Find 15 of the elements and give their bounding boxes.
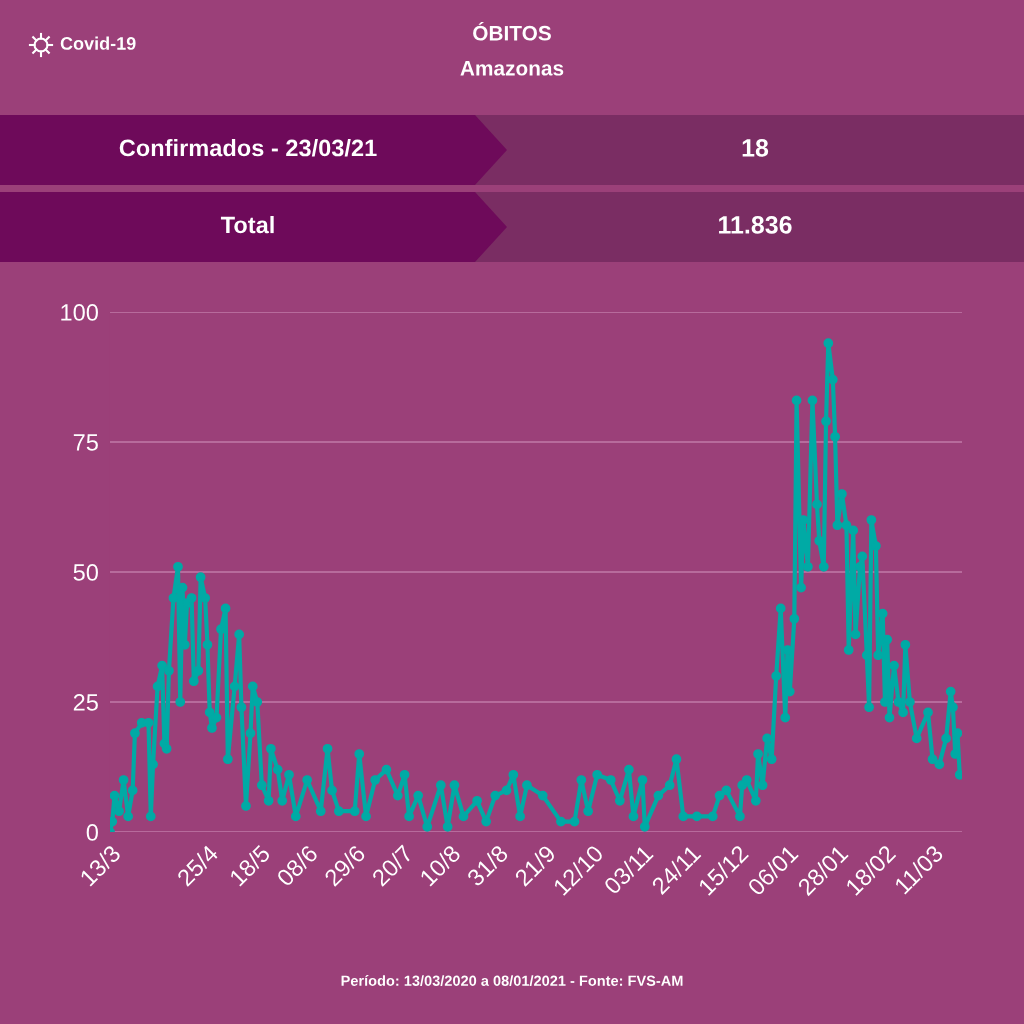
text: Total xyxy=(220,215,274,234)
y-tick-label: 25 xyxy=(73,694,98,711)
chart-title: ÓBITOS xyxy=(473,21,551,41)
text: Período: 13/03/2020 a 08/01/2021 - Fonte: FVS-AM xyxy=(341,975,683,987)
x-tick-label: 31/8 xyxy=(465,843,510,888)
text: Confirmados - 23/03/21 xyxy=(119,139,377,157)
y-tick-label: 100 xyxy=(61,304,98,321)
x-tick-label: 08/6 xyxy=(275,843,319,888)
y-tick-label: 50 xyxy=(73,564,98,581)
y-tick-label: 75 xyxy=(73,434,98,451)
y-tick-label: 0 xyxy=(86,824,98,841)
chart-subtitle: Amazonas xyxy=(460,61,564,76)
text: Covid-19 xyxy=(60,36,136,50)
text: 11.836 xyxy=(719,216,792,234)
text: 18 xyxy=(742,139,769,157)
